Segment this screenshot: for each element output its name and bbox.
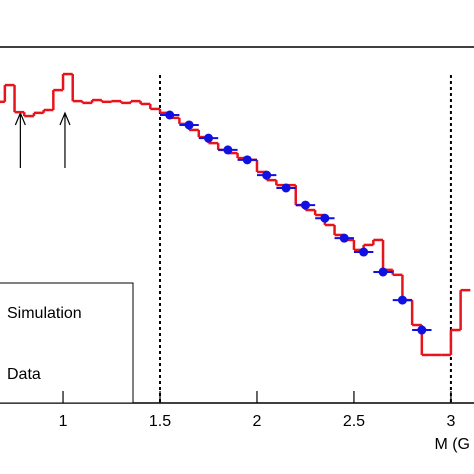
x-tick-label: 1: [59, 413, 68, 430]
x-tick-label: 2: [253, 413, 262, 430]
legend-box: [0, 282, 134, 404]
x-tick-label: 2.5: [343, 413, 365, 430]
x-tick-label: 3: [446, 413, 455, 430]
data-point: [242, 155, 252, 165]
data-point: [262, 170, 272, 180]
data-point: [184, 120, 194, 130]
arrow: [59, 111, 71, 168]
x-tick-label: 1.5: [149, 413, 171, 430]
x-axis-label: M (G: [434, 436, 470, 453]
data-point: [203, 133, 213, 143]
data-point: [320, 213, 330, 223]
data-point: [339, 233, 349, 243]
legend-label: Simulation: [7, 305, 82, 322]
data-point: [417, 325, 427, 335]
data-point: [281, 183, 291, 193]
data-point: [165, 110, 175, 120]
data-point: [378, 267, 388, 277]
data-point: [359, 247, 369, 257]
legend-label: Data: [7, 366, 41, 383]
data-point: [223, 145, 233, 155]
data-point: [397, 295, 407, 305]
arrow: [14, 111, 26, 168]
data-point: [300, 200, 310, 210]
